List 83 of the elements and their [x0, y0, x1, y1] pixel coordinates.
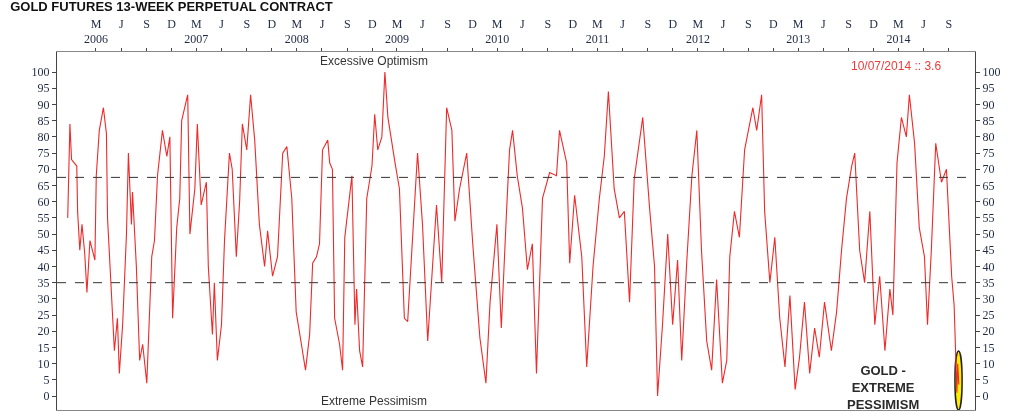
x-tick-label: M 2014 — [886, 16, 911, 47]
y2-tick-label: 10 — [982, 356, 995, 371]
x-tick-label: M 2008 — [284, 16, 309, 47]
y2-tick-label: 70 — [982, 162, 995, 177]
x-tick-label: D — [167, 16, 177, 31]
x-tick-label: J — [118, 16, 124, 31]
annotation: GOLD - EXTREME PESSIMISM — [847, 363, 920, 412]
x-tick-label: S — [945, 16, 953, 31]
x-tick-label: J — [319, 16, 325, 31]
x-tick-label: D — [769, 16, 779, 31]
y-tick-label: 75 — [37, 146, 50, 161]
y-tick-label: 95 — [37, 81, 50, 96]
y2-tick-label: 20 — [982, 324, 995, 339]
x-tick-label: M 2013 — [786, 16, 811, 47]
y-tick-label: 35 — [37, 275, 50, 290]
x-tick-label: J — [821, 16, 827, 31]
x-tick-label: S — [343, 16, 351, 31]
y-tick-label: 20 — [37, 324, 50, 339]
y-tick-label: 40 — [37, 259, 50, 274]
x-tick-label: J — [921, 16, 927, 31]
x-tick-label: D — [468, 16, 478, 31]
y-tick-label: 85 — [37, 113, 50, 128]
x-tick-label: M 2007 — [184, 16, 209, 47]
y2-tick-label: 45 — [982, 243, 995, 258]
y-tick-label: 65 — [37, 178, 50, 193]
y2-tick-label: 25 — [982, 308, 995, 323]
y-tick-label: 45 — [37, 243, 50, 258]
x-tick-label: S — [845, 16, 853, 31]
x-tick-label: M 2012 — [685, 16, 710, 47]
annotation: Excessive Optimism — [320, 54, 429, 68]
y2-tick-label: 80 — [982, 130, 995, 145]
x-tick-label: J — [419, 16, 425, 31]
x-tick-label: J — [720, 16, 726, 31]
annotation: Extreme Pessimism — [321, 394, 428, 408]
x-tick-label: J — [219, 16, 225, 31]
line-series — [67, 71, 960, 397]
x-tick-label: D — [367, 16, 377, 31]
y-tick-label: 55 — [37, 211, 50, 226]
y-tick-label: 15 — [37, 340, 50, 355]
x-tick-label: D — [668, 16, 678, 31]
y-tick-label: 30 — [37, 292, 50, 307]
y2-tick-label: 15 — [982, 340, 995, 355]
y2-tick-label: 60 — [982, 194, 995, 209]
y-tick-label: 10 — [37, 356, 50, 371]
x-tick-label: J — [620, 16, 626, 31]
y2-tick-label: 30 — [982, 292, 995, 307]
x-tick-label: J — [520, 16, 526, 31]
x-tick-label: D — [568, 16, 578, 31]
x-tick-label: D — [869, 16, 879, 31]
y2-tick-label: 50 — [982, 227, 995, 242]
x-tick-label: D — [267, 16, 277, 31]
y2-tick-label: 95 — [982, 81, 995, 96]
y2-tick-label: 35 — [982, 275, 995, 290]
y-tick-label: 100 — [31, 65, 50, 80]
y2-tick-label: 65 — [982, 178, 995, 193]
y2-tick-label: 85 — [982, 113, 995, 128]
y-tick-label: 70 — [37, 162, 50, 177]
x-tick-label: S — [745, 16, 752, 31]
x-tick-label: S — [143, 16, 150, 31]
y2-tick-label: 0 — [982, 389, 989, 404]
x-tick-label: M 2010 — [485, 16, 510, 47]
y2-tick-label: 40 — [982, 259, 995, 274]
y2-tick-label: 90 — [982, 97, 995, 112]
x-tick-label: M 2006 — [83, 16, 108, 47]
y-tick-label: 60 — [37, 194, 50, 209]
y2-tick-label: 100 — [982, 65, 1001, 80]
x-tick-label: S — [243, 16, 251, 31]
annotation: 10/07/2014 :: 3.6 — [851, 59, 942, 73]
y-tick-label: 90 — [37, 97, 50, 112]
y2-tick-label: 75 — [982, 146, 995, 161]
x-tick-label: S — [544, 16, 552, 31]
y-tick-label: 25 — [37, 308, 50, 323]
y-tick-label: 80 — [37, 130, 50, 145]
y-tick-label: 0 — [43, 389, 50, 404]
y2-tick-label: 55 — [982, 211, 995, 226]
x-tick-label: M 2011 — [585, 16, 610, 47]
chart-title: GOLD FUTURES 13-WEEK PERPETUAL CONTRACT — [10, 0, 333, 15]
x-tick-label: M 2009 — [384, 16, 409, 47]
x-tick-label: S — [444, 16, 451, 31]
y-tick-label: 50 — [37, 227, 50, 242]
y2-tick-label: 5 — [982, 373, 989, 388]
x-tick-label: S — [644, 16, 652, 31]
y-tick-label: 5 — [43, 373, 50, 388]
